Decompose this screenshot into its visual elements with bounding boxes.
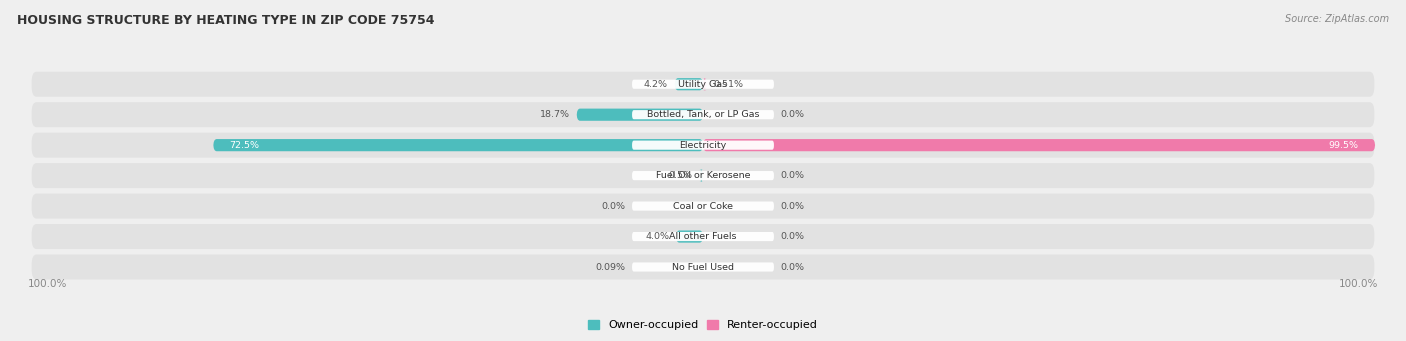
FancyBboxPatch shape	[31, 194, 1375, 219]
Text: 4.0%: 4.0%	[645, 232, 669, 241]
FancyBboxPatch shape	[214, 139, 703, 151]
Text: All other Fuels: All other Fuels	[669, 232, 737, 241]
FancyBboxPatch shape	[633, 110, 773, 119]
FancyBboxPatch shape	[700, 169, 703, 182]
FancyBboxPatch shape	[676, 231, 703, 243]
FancyBboxPatch shape	[31, 102, 1375, 127]
Text: 0.0%: 0.0%	[780, 232, 804, 241]
Legend: Owner-occupied, Renter-occupied: Owner-occupied, Renter-occupied	[583, 315, 823, 335]
Text: 0.0%: 0.0%	[780, 110, 804, 119]
Text: 100.0%: 100.0%	[28, 279, 67, 289]
FancyBboxPatch shape	[31, 72, 1375, 97]
Text: Electricity: Electricity	[679, 140, 727, 150]
Text: Bottled, Tank, or LP Gas: Bottled, Tank, or LP Gas	[647, 110, 759, 119]
FancyBboxPatch shape	[633, 140, 773, 150]
FancyBboxPatch shape	[633, 202, 773, 211]
Text: Source: ZipAtlas.com: Source: ZipAtlas.com	[1285, 14, 1389, 24]
Text: 72.5%: 72.5%	[229, 140, 260, 150]
FancyBboxPatch shape	[703, 139, 1375, 151]
FancyBboxPatch shape	[31, 163, 1375, 188]
Text: Utility Gas: Utility Gas	[679, 80, 727, 89]
FancyBboxPatch shape	[31, 133, 1375, 158]
Text: 0.0%: 0.0%	[780, 202, 804, 211]
Text: 0.0%: 0.0%	[602, 202, 626, 211]
FancyBboxPatch shape	[31, 254, 1375, 280]
FancyBboxPatch shape	[675, 78, 703, 90]
FancyBboxPatch shape	[633, 171, 773, 180]
Text: 0.51%: 0.51%	[713, 80, 744, 89]
FancyBboxPatch shape	[633, 263, 773, 271]
Text: 4.2%: 4.2%	[644, 80, 668, 89]
Text: 18.7%: 18.7%	[540, 110, 569, 119]
FancyBboxPatch shape	[633, 232, 773, 241]
FancyBboxPatch shape	[703, 78, 706, 90]
FancyBboxPatch shape	[576, 108, 703, 121]
Text: 0.0%: 0.0%	[780, 263, 804, 271]
Text: Fuel Oil or Kerosene: Fuel Oil or Kerosene	[655, 171, 751, 180]
FancyBboxPatch shape	[633, 80, 773, 89]
Text: 100.0%: 100.0%	[1339, 279, 1378, 289]
Text: 0.5%: 0.5%	[669, 171, 693, 180]
Text: HOUSING STRUCTURE BY HEATING TYPE IN ZIP CODE 75754: HOUSING STRUCTURE BY HEATING TYPE IN ZIP…	[17, 14, 434, 27]
Text: No Fuel Used: No Fuel Used	[672, 263, 734, 271]
Text: 0.09%: 0.09%	[595, 263, 626, 271]
Text: 99.5%: 99.5%	[1329, 140, 1358, 150]
Text: 0.0%: 0.0%	[780, 171, 804, 180]
Text: Coal or Coke: Coal or Coke	[673, 202, 733, 211]
FancyBboxPatch shape	[31, 224, 1375, 249]
